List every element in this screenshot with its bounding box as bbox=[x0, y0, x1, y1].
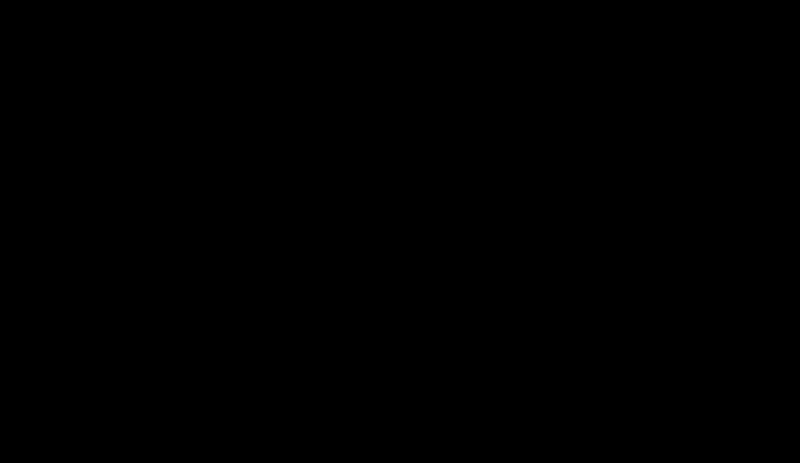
price-axis[interactable] bbox=[745, 0, 800, 463]
chart-plot-area[interactable] bbox=[0, 0, 745, 463]
chart-canvas bbox=[0, 0, 745, 463]
